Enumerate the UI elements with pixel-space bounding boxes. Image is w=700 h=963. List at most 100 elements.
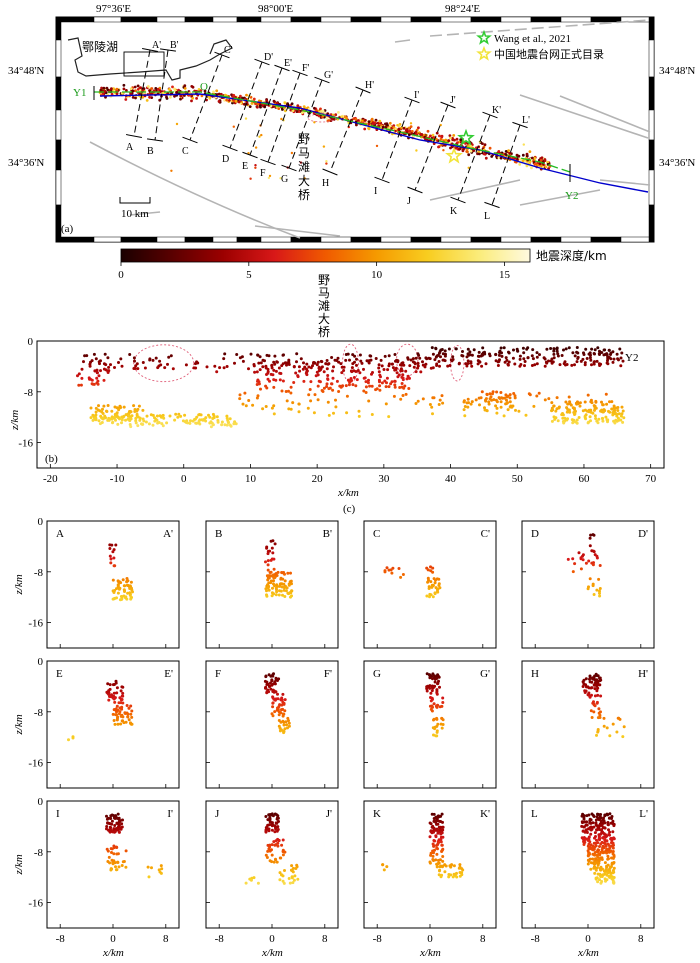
profile-event-dot <box>112 548 116 552</box>
section-event-dot <box>115 414 119 417</box>
map-border-segment <box>648 204 655 243</box>
profile-event-dot <box>106 821 110 825</box>
profile-event-dot <box>113 708 117 712</box>
profile-event-dot <box>120 719 124 723</box>
map-event-dot <box>195 97 199 100</box>
map-event-dot <box>528 150 532 154</box>
profile-event-dot <box>595 838 598 842</box>
profile-event-dot <box>593 871 597 875</box>
section-event-dot <box>336 356 340 360</box>
section-event-dot <box>407 387 411 390</box>
map-event-dot <box>530 156 534 160</box>
profile-event-dot <box>608 830 612 834</box>
map-event-dot <box>168 88 171 91</box>
section-event-dot <box>96 382 100 386</box>
section-event-dot <box>284 390 288 393</box>
section-event-dot <box>477 396 481 400</box>
section-event-dot <box>488 354 492 358</box>
section-ytick-label: -8 <box>24 387 34 399</box>
section-event-dot <box>120 364 124 368</box>
section-event-dot <box>196 361 200 365</box>
section-event-dot <box>197 421 201 425</box>
map-event-dot <box>417 126 420 130</box>
profile-panel: -8 0 8K K'x/km <box>363 800 497 959</box>
profile-event-dot <box>270 848 273 852</box>
profile-event-dot <box>606 823 610 826</box>
section-event-dot <box>367 378 370 382</box>
profile-event-dot <box>126 712 130 716</box>
section-events <box>76 346 626 429</box>
section-event-dot <box>606 362 610 366</box>
profile-event-dot <box>272 697 276 701</box>
profile-event-dot <box>593 831 597 835</box>
section-event-dot <box>584 347 588 351</box>
profile-event-dot <box>439 722 443 726</box>
profile-event-dot <box>589 843 593 847</box>
section-event-dot <box>113 366 116 369</box>
map-event-dot <box>296 104 300 108</box>
section-event-dot <box>337 390 341 393</box>
map-event-dot <box>539 158 543 162</box>
profile-frame <box>521 520 655 649</box>
section-event-dot <box>378 373 382 377</box>
profile-event-dot <box>157 868 161 872</box>
profile-event-dot <box>283 572 286 576</box>
section-event-dot <box>147 422 151 426</box>
profile-start-label: G <box>373 668 381 680</box>
profile-line <box>229 61 263 149</box>
profile-xtick-label: 8 <box>163 933 169 945</box>
map-event-dot <box>449 146 452 150</box>
profile-event-dot <box>281 692 285 696</box>
profile-event-dot <box>581 829 585 833</box>
profile-event-dot <box>608 816 612 820</box>
profile-event-dot <box>112 827 116 831</box>
profile-event-dot <box>599 842 603 846</box>
profile-event-dot <box>385 865 389 869</box>
map-event-dot <box>521 153 525 157</box>
section-event-dot <box>211 423 215 427</box>
profile-event-dot <box>114 865 117 869</box>
profile-event-dot <box>129 595 133 599</box>
section-event-dot <box>424 362 428 366</box>
map-border-segment <box>93 236 122 243</box>
section-event-dot <box>97 374 101 378</box>
profile-xlabel: x/km <box>577 947 599 959</box>
profile-event-dot <box>432 702 436 706</box>
colorbar-ticks: 0 5 10 15 <box>118 262 510 281</box>
profile-event-dot <box>430 825 434 829</box>
profile-start-label: K <box>373 808 381 820</box>
section-event-dot <box>189 419 192 423</box>
profile-event-dot <box>596 679 599 683</box>
section-event-dot <box>119 406 123 409</box>
section-event-dot <box>377 378 381 382</box>
profile-tick <box>182 136 198 144</box>
map-event-dot <box>115 92 119 95</box>
section-event-dot <box>575 360 579 364</box>
profile-event-dot <box>615 730 619 734</box>
profile-event-dot <box>605 847 609 851</box>
section-event-dot <box>243 391 247 395</box>
section-event-dot <box>507 360 511 364</box>
section-event-dot <box>472 348 476 352</box>
profile-start-label: D <box>222 154 229 165</box>
profile-event-dot <box>602 869 606 873</box>
map-panel: 97°36'E 98°00'E 98°24'E 34°48'N 34°36'N … <box>8 3 695 243</box>
section-event-dot <box>105 409 108 413</box>
section-xlabel: x/km <box>337 487 359 499</box>
map-border-segment <box>320 236 352 243</box>
profile-event-dot <box>428 592 432 596</box>
profile-event-dot <box>111 862 115 866</box>
profile-end-label: D' <box>264 52 273 63</box>
profile-event-dot <box>282 723 286 727</box>
section-event-dot <box>527 392 531 396</box>
profile-event-dot <box>590 680 594 684</box>
section-event-dot <box>600 400 603 404</box>
section-event-dot <box>355 363 358 367</box>
profile-event-dot <box>435 734 439 738</box>
section-event-dot <box>331 369 335 373</box>
map-event-dot <box>402 126 406 130</box>
section-event-dot <box>377 366 381 370</box>
